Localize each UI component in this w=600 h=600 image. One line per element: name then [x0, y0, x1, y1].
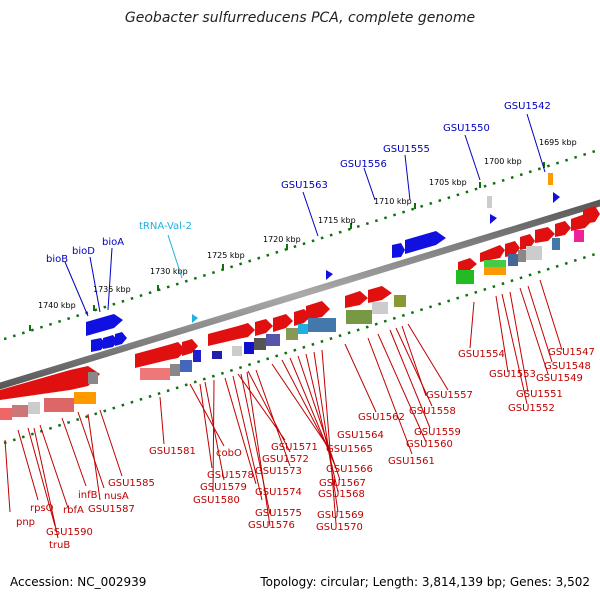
gene-label-lower: GSU1551: [516, 389, 563, 400]
gene-label-lower: GSU1571: [271, 442, 318, 453]
gene-label-lower: GSU1558: [409, 406, 456, 417]
gene-bioA-feature: [103, 335, 118, 349]
gene-label-lower: GSU1579: [200, 482, 247, 493]
gene-GSU1550-feature: [490, 214, 497, 224]
gene-label-lower: GSU1574: [255, 487, 302, 498]
accession-text: Accession: NC_002939: [10, 575, 146, 589]
gene-GSU1555-feature: [405, 231, 446, 254]
gene-label-lower: GSU1590: [46, 527, 93, 538]
gene-label-lower: GSU1581: [149, 446, 196, 457]
kbp-tick-labels: 1695 kbp 1700 kbp 1705 kbp 1710 kbp 1715…: [38, 138, 577, 310]
gene-label-lower: pnp: [16, 517, 35, 528]
gene-label-upper: bioA: [102, 237, 124, 248]
gene-label-lower: GSU1557: [426, 390, 473, 401]
genome-backbone: [0, 199, 600, 390]
gene-GSU1563-feature: [326, 270, 333, 280]
gene-label-lower: GSU1561: [388, 456, 435, 467]
gene-label-lower: GSU1568: [318, 489, 365, 500]
gene-GSU1556-feature: [392, 243, 405, 258]
lower-gene-labels: pnp rpsO GSU1590 truB rbfA infB nusA GSU…: [16, 347, 595, 551]
gene-label-lower: GSU1548: [544, 361, 591, 372]
kbp-tick-marks: [29, 162, 545, 331]
gene-label-lower: cobO: [216, 448, 242, 459]
gene-label-lower: GSU1549: [536, 373, 583, 384]
gene-bioA-feature-b: [115, 332, 127, 346]
lower-leader-lines: [4, 279, 563, 539]
gene-label-lower: GSU1565: [326, 444, 373, 455]
gene-label-lower: GSU1572: [262, 454, 309, 465]
kbp-label: 1720 kbp: [263, 235, 301, 244]
gene-label-lower: GSU1570: [316, 522, 363, 533]
gene-label-upper: GSU1556: [340, 159, 387, 170]
gene-label-lower: GSU1576: [248, 520, 295, 531]
gene-label-upper: tRNA-Val-2: [139, 221, 192, 232]
gene-label-upper: GSU1550: [443, 123, 490, 134]
gene-bioD-feature: [91, 338, 106, 352]
upper-leader-lines: [64, 113, 546, 317]
scale-rail-upper: [0, 148, 600, 342]
map-title: Geobacter sulfurreducens PCA, complete g…: [125, 10, 475, 26]
gene-label-lower: GSU1560: [406, 439, 453, 450]
gene-bioB-feature: [86, 314, 123, 336]
gene-label-lower: GSU1587: [88, 504, 135, 515]
gene-label-lower: infB: [78, 490, 98, 501]
kbp-label: 1705 kbp: [429, 178, 467, 187]
gene-label-lower: rbfA: [63, 505, 84, 516]
gene-GSU1542-feature: [553, 192, 560, 203]
gene-label-lower: GSU1573: [255, 466, 302, 477]
gene-label-lower: GSU1552: [508, 403, 555, 414]
gene-label-lower: GSU1564: [337, 430, 384, 441]
tRNA-leader-line: [167, 234, 183, 279]
kbp-label: 1740 kbp: [38, 301, 76, 310]
kbp-label: 1730 kbp: [150, 267, 188, 276]
gene-label-upper: GSU1542: [504, 101, 551, 112]
tRNA-Val-2-feature: [192, 314, 198, 323]
gene-GSU1542-box: [548, 173, 553, 185]
kbp-label: 1725 kbp: [207, 251, 245, 260]
gene-label-lower: GSU1580: [193, 495, 240, 506]
genome-summary-text: Topology: circular; Length: 3,814,139 bp…: [259, 575, 590, 589]
plus-strand-genes: [86, 173, 560, 352]
kbp-label: 1715 kbp: [318, 216, 356, 225]
kbp-label: 1700 kbp: [484, 157, 522, 166]
gene-label-lower: GSU1585: [108, 478, 155, 489]
gene-label-upper: bioD: [72, 246, 95, 257]
gene-label-lower: rpsO: [30, 503, 54, 514]
gene-label-lower: GSU1559: [414, 427, 461, 438]
gene-label-lower: GSU1578: [207, 470, 254, 481]
kbp-label: 1710 kbp: [374, 197, 412, 206]
gene-label-upper: GSU1563: [281, 180, 328, 191]
gene-label-lower: nusA: [104, 491, 129, 502]
gene-label-lower: GSU1562: [358, 412, 405, 423]
gene-label-lower: GSU1567: [319, 478, 366, 489]
gene-label-lower: GSU1547: [548, 347, 595, 358]
minus-strand-genes: [0, 206, 600, 420]
gene-label-lower: GSU1575: [255, 508, 302, 519]
gene-label-upper: bioB: [46, 254, 68, 265]
gene-label-lower: GSU1553: [489, 369, 536, 380]
gene-label-lower: truB: [49, 540, 70, 551]
scale-rail-lower: [0, 251, 600, 446]
upper-gene-labels: bioB bioD bioA tRNA-Val-2 GSU1563 GSU155…: [46, 101, 551, 265]
gene-label-lower: GSU1569: [317, 510, 364, 521]
gene-label-lower: GSU1554: [458, 349, 505, 360]
gene-label-upper: GSU1555: [383, 144, 430, 155]
gene-GSU1550-box: [487, 196, 492, 208]
gene-label-lower: GSU1566: [326, 464, 373, 475]
kbp-label: 1695 kbp: [539, 138, 577, 147]
kbp-label: 1735 kbp: [93, 285, 131, 294]
